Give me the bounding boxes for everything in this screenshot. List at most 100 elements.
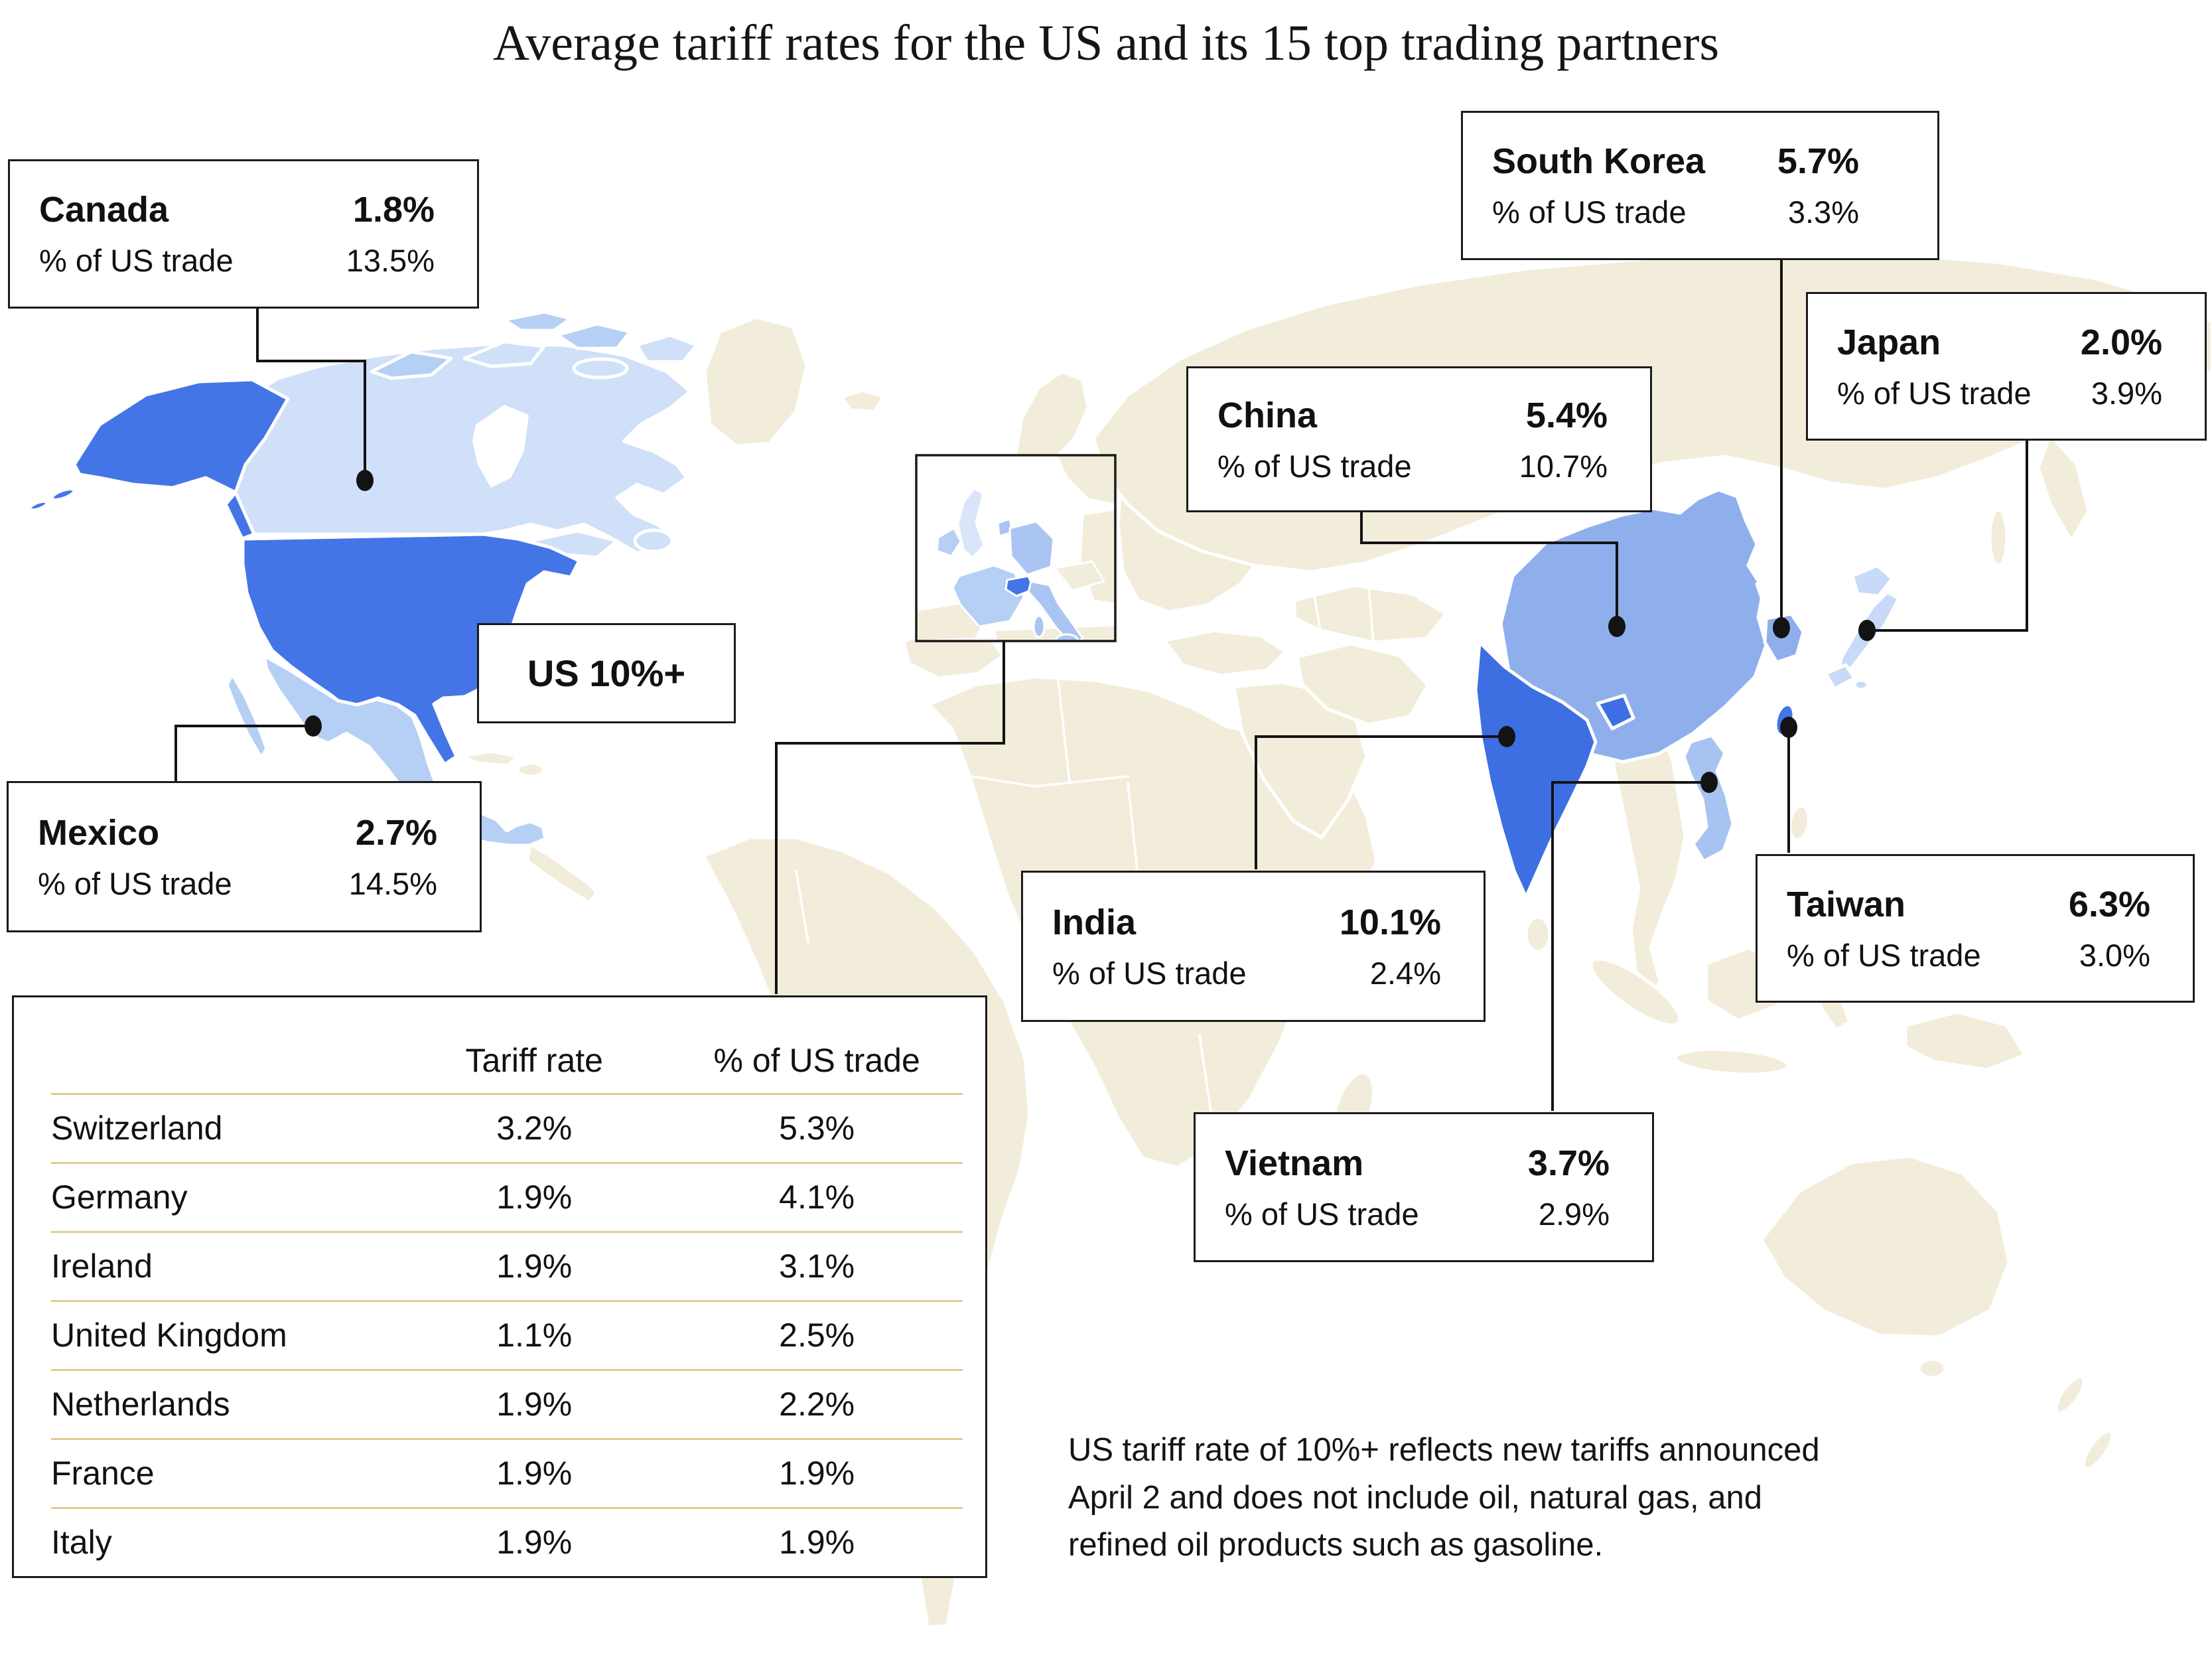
map-region-turkey	[1162, 628, 1288, 678]
callout-china: China 5.4% % of US trade 10.7%	[1186, 366, 1652, 512]
inset-country-ireland	[935, 527, 962, 557]
callout-india: India 10.1% % of US trade 2.4%	[1021, 871, 1486, 1022]
map-region-tasmania	[1917, 1357, 1947, 1380]
table-row-germany: Germany 1.9% 4.1%	[51, 1161, 963, 1231]
table-cell-tariff: 1.9%	[496, 1386, 573, 1423]
callout-canada-trade-label: % of US trade	[39, 243, 234, 278]
inset-region-scandinavia	[1055, 455, 1115, 506]
table-cell-country: Netherlands	[51, 1386, 230, 1423]
callout-taiwan-trade-value: 3.0%	[2079, 937, 2150, 973]
table-cell-trade: 1.9%	[779, 1524, 855, 1561]
table-cell-country: United Kingdom	[51, 1317, 287, 1354]
marker-dot-taiwan	[1780, 717, 1797, 738]
callout-mexico-name: Mexico	[38, 812, 160, 853]
inset-country-switzerland	[1004, 575, 1035, 597]
table-cell-country: Ireland	[51, 1248, 153, 1285]
leader-canada	[256, 309, 366, 476]
callout-vietnam-name: Vietnam	[1225, 1143, 1364, 1183]
map-region-indonesia	[1589, 946, 2027, 1076]
callout-south-korea-name: South Korea	[1492, 141, 1706, 181]
table-cell-country: France	[51, 1455, 155, 1492]
inset-country-germany	[1008, 520, 1055, 576]
table-cell-tariff: 1.9%	[496, 1455, 573, 1492]
table-cell-country: Germany	[51, 1179, 188, 1216]
marker-dot-canada	[356, 470, 374, 491]
callout-china-rate: 5.4%	[1525, 395, 1608, 435]
inset-country-italy-sicily	[1055, 633, 1079, 641]
map-country-vietnam	[1682, 733, 1735, 863]
table-cell-country: Italy	[51, 1524, 112, 1561]
us-tariff-label-box: US 10%+	[477, 623, 736, 723]
footnote: US tariff rate of 10%+ reflects new tari…	[1068, 1427, 2063, 1569]
marker-dot-vietnam	[1700, 772, 1718, 793]
callout-mexico-trade-label: % of US trade	[38, 865, 232, 901]
callout-china-trade-value: 10.7%	[1519, 448, 1608, 484]
callout-taiwan-trade-label: % of US trade	[1787, 937, 1981, 973]
leader-europe-inset	[775, 641, 1005, 994]
table-cell-tariff: 3.2%	[496, 1110, 573, 1147]
map-region-central-america	[525, 842, 599, 904]
table-cell-trade: 2.2%	[779, 1386, 855, 1423]
callout-canada-name: Canada	[39, 190, 169, 230]
map-country-us	[241, 532, 581, 766]
callout-vietnam-trade-value: 2.9%	[1538, 1196, 1610, 1232]
table-header-row: Tariff rate % of US trade	[51, 997, 963, 1093]
callout-india-trade-value: 2.4%	[1369, 955, 1441, 991]
table-cell-trade: 1.9%	[779, 1455, 855, 1492]
footnote-line-2: April 2 and does not include oil, natura…	[1068, 1479, 1763, 1516]
leader-japan	[1874, 441, 2028, 632]
europe-inset-frame	[915, 454, 1117, 642]
callout-canada-rate: 1.8%	[352, 190, 435, 230]
map-country-canada-newfoundland	[633, 528, 674, 553]
map-region-hispaniola	[516, 761, 546, 778]
map-country-japan	[1824, 563, 1901, 691]
table-header-us-trade: % of US trade	[713, 1041, 920, 1079]
map-region-kamchatka	[2036, 433, 2091, 543]
callout-mexico: Mexico 2.7% % of US trade 14.5%	[7, 781, 482, 932]
table-row-italy: Italy 1.9% 1.9%	[51, 1506, 963, 1576]
callout-mexico-trade-value: 14.5%	[348, 865, 437, 901]
footnote-line-3: refined oil products such as gasoline.	[1068, 1527, 1604, 1563]
marker-dot-india	[1498, 726, 1515, 747]
callout-china-name: China	[1217, 395, 1318, 435]
callout-japan: Japan 2.0% % of US trade 3.9%	[1806, 292, 2207, 441]
callout-india-name: India	[1052, 902, 1137, 942]
callout-south-korea-trade-value: 3.3%	[1787, 194, 1859, 230]
map-region-australia	[1760, 1154, 2011, 1339]
callout-mexico-rate: 2.7%	[355, 812, 437, 853]
table-row-netherlands: Netherlands 1.9% 2.2%	[51, 1368, 963, 1438]
callout-japan-name: Japan	[1837, 322, 1941, 362]
callout-india-rate: 10.1%	[1339, 902, 1441, 942]
leader-lines	[174, 260, 2028, 1111]
table-cell-trade: 5.3%	[779, 1110, 855, 1147]
callout-taiwan-rate: 6.3%	[2068, 884, 2150, 924]
us-tariff-label: US 10%+	[527, 652, 686, 694]
callout-south-korea-rate: 5.7%	[1777, 141, 1859, 181]
map-region-new-zealand	[2054, 1375, 2114, 1471]
map-region-iran	[1295, 642, 1430, 727]
hudson-bay	[472, 405, 529, 488]
callout-japan-rate: 2.0%	[2080, 322, 2162, 362]
table-cell-tariff: 1.9%	[496, 1248, 573, 1285]
europe-tariff-table: Tariff rate % of US trade Switzerland 3.…	[12, 995, 987, 1578]
inset-country-italy	[1027, 580, 1084, 641]
inset-country-italy-sardinia	[1032, 614, 1046, 638]
table-row-united-kingdom: United Kingdom 1.1% 2.5%	[51, 1299, 963, 1369]
map-region-indochina	[1610, 720, 1687, 1001]
map-country-india-northeast	[1596, 693, 1635, 731]
table-cell-tariff: 1.9%	[496, 1524, 573, 1561]
map-region-arctic-islands	[370, 310, 699, 380]
leader-india	[1255, 735, 1507, 869]
map-region-scandinavia	[1013, 370, 1090, 467]
table-cell-tariff: 1.9%	[496, 1179, 573, 1216]
marker-dot-south-korea	[1773, 617, 1790, 638]
callout-canada-trade-value: 13.5%	[346, 243, 435, 278]
callout-vietnam-trade-label: % of US trade	[1225, 1196, 1419, 1232]
callout-vietnam-rate: 3.7%	[1527, 1143, 1610, 1183]
marker-dot-japan	[1858, 620, 1876, 641]
table-cell-country: Switzerland	[51, 1110, 223, 1147]
callout-taiwan: Taiwan 6.3% % of US trade 3.0%	[1756, 854, 2195, 1003]
callout-china-trade-label: % of US trade	[1217, 448, 1412, 484]
callout-south-korea: South Korea 5.7% % of US trade 3.3%	[1461, 111, 1939, 260]
